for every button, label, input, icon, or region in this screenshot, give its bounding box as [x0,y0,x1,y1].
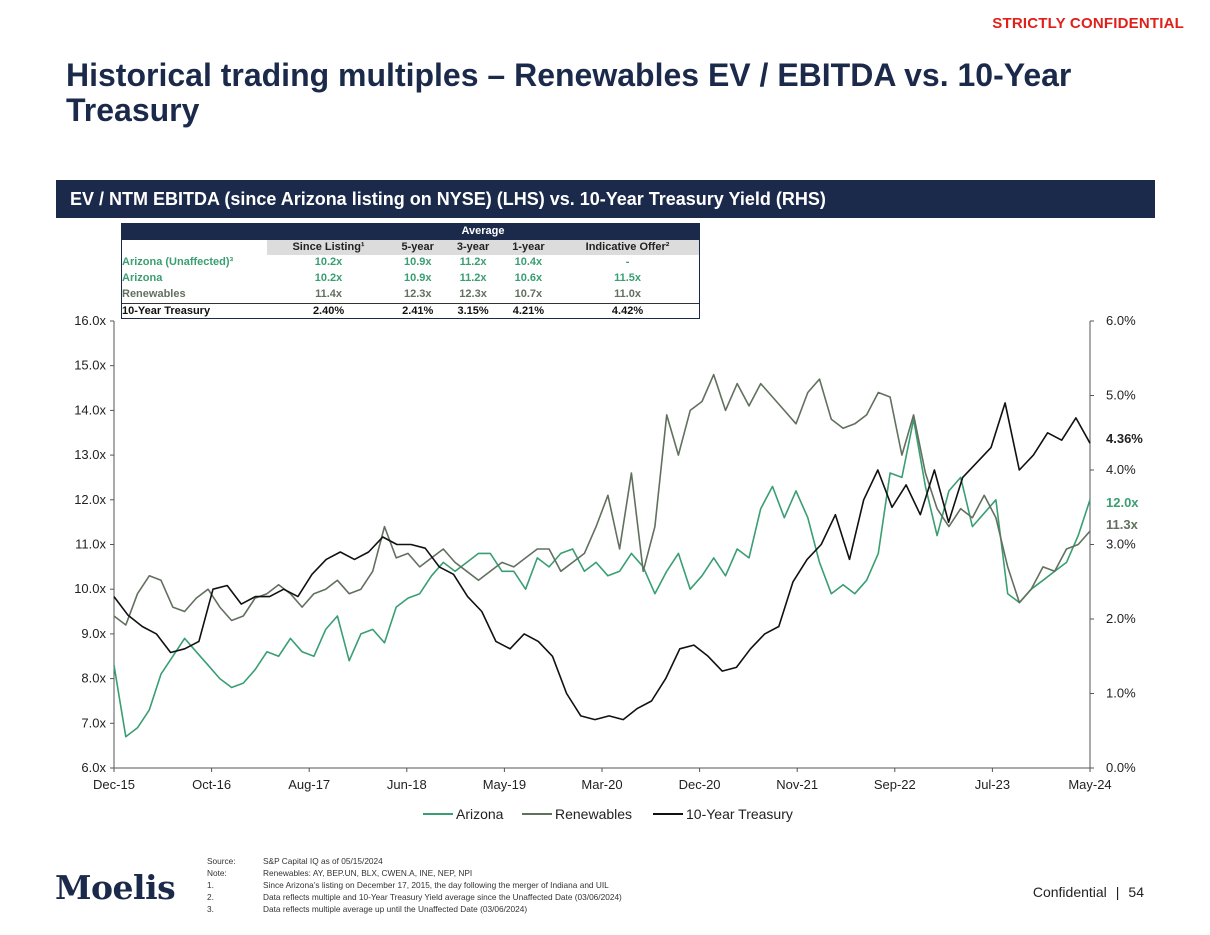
right-tick-label: 6.0% [1106,313,1136,328]
right-tick-label: 5.0% [1106,388,1136,403]
right-tick-label: 2.0% [1106,611,1136,626]
legend-label: Arizona [456,806,504,822]
row-label: Arizona [122,272,163,285]
table-cell: 4.42% [556,302,699,320]
table-row: 10-Year Treasury 2.40% 2.41% 3.15% 4.21%… [122,302,699,320]
footnote: Source: S&P Capital IQ as of 05/15/2024 [207,856,383,866]
end-label-arizona: 12.0x [1106,495,1139,510]
table-cell: 3.15% [445,302,501,320]
table-cell: 10.2x [314,272,343,285]
x-tick-label: Dec-15 [93,777,135,792]
legend-label: 10-Year Treasury [686,806,793,822]
row-label: 10-Year Treasury [122,302,267,320]
x-tick-label: Sep-22 [874,777,916,792]
table-cell: 10.9x [403,272,432,285]
left-tick-label: 15.0x [74,358,106,373]
series-line-arizona [113,418,1091,738]
table-row: Arizona 10.2x 10.9x 11.2x 10.6x 11.5x [122,271,699,287]
x-tick-label: May-24 [1068,777,1111,792]
moelis-logo: Moelis [55,868,176,907]
table-cell: 2.40% [267,302,391,320]
footnote: 1. Since Arizona’s listing on December 17… [207,880,609,890]
footnote: 2. Data reflects multiple and 10-Year Tre… [207,892,622,902]
left-tick-label: 16.0x [74,313,106,328]
x-tick-label: Mar-20 [581,777,622,792]
right-tick-label: 1.0% [1106,686,1136,701]
x-tick-label: Oct-16 [192,777,231,792]
table-cell: 2.41% [390,302,446,320]
confidential-label: STRICTLY CONFIDENTIAL [992,15,1184,32]
row-label: Arizona (Unaffected)³ [122,256,234,269]
x-tick-label: Dec-20 [679,777,721,792]
averages-table: Average Since Listing¹ 5-year 3-year 1-y… [121,223,700,320]
table-cell: 10.9x [403,256,432,269]
footnote: 3. Data reflects multiple average up unti… [207,904,528,914]
footnotes: Source: S&P Capital IQ as of 05/15/2024 N… [207,855,622,915]
table-row: Arizona (Unaffected)³ 10.2x 10.9x 11.2x … [122,255,699,271]
table-cell: - [625,256,630,269]
table-cell: 12.3x [403,287,432,300]
left-tick-label: 9.0x [81,626,106,641]
table-cell: 10.6x [514,272,543,285]
legend-label: Renewables [555,806,632,822]
end-label-treasury: 4.36% [1106,431,1143,446]
end-label-renewables: 11.3x [1106,517,1139,532]
left-tick-label: 14.0x [74,402,106,417]
table-group-header: Average [267,224,699,240]
col-since-listing: Since Listing¹ [267,239,391,256]
page-title: Historical trading multiples – Renewable… [66,57,1072,128]
table-cell: 11.2x [459,256,487,269]
x-tick-label: Nov-21 [776,777,818,792]
table-cell: 11.2x [459,272,487,285]
col-5-year: 5-year [390,239,446,256]
table-cell: 11.5x [614,272,641,285]
left-tick-label: 13.0x [74,447,106,462]
right-tick-label: 3.0% [1106,537,1136,552]
left-tick-label: 11.0x [75,537,106,552]
table-cell: 10.7x [514,287,543,300]
left-tick-label: 7.0x [81,715,106,730]
left-tick-label: 6.0x [81,760,106,775]
left-tick-label: 10.0x [74,581,106,596]
table-cell: 11.0x [614,287,641,300]
col-1-year: 1-year [500,239,557,256]
table-cell: 10.2x [314,256,343,269]
x-tick-label: Jun-18 [387,777,427,792]
series-line-renewables [113,373,1091,626]
left-tick-label: 8.0x [81,671,106,686]
footnote: Note: Renewables: AY, BEP.UN, BLX, CWEN.A… [207,868,473,878]
x-tick-label: May-19 [483,777,526,792]
col-indicative-offer: Indicative Offer² [556,239,699,256]
right-tick-label: 0.0% [1106,760,1136,775]
left-tick-label: 12.0x [74,492,106,507]
series-line-10-year-treasury [113,402,1091,721]
table-cell: 12.3x [459,287,487,300]
footer-separator: | [1115,884,1120,900]
chart-banner: EV / NTM EBITDA (since Arizona listing o… [56,180,1155,218]
col-3-year: 3-year [445,239,501,256]
x-tick-label: Jul-23 [975,777,1010,792]
row-label: Renewables [122,287,186,300]
page-footer: Confidential | 54 [1033,884,1144,900]
table-cell: 11.4x [315,287,342,300]
x-tick-label: Aug-17 [288,777,330,792]
table-cell: 4.21% [500,302,557,320]
right-tick-label: 4.0% [1106,462,1136,477]
table-row: Renewables 11.4x 12.3x 12.3x 10.7x 11.0x [122,287,699,303]
footer-confidential: Confidential [1032,884,1107,900]
table-cell: 10.4x [514,256,543,269]
page-number: 54 [1128,884,1144,900]
